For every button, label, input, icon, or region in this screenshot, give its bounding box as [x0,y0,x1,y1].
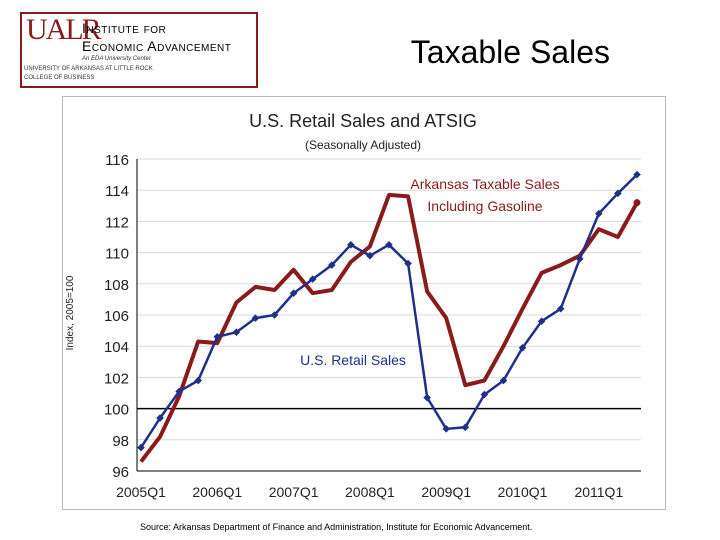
x-tick-label: 2006Q1 [192,484,242,500]
arkansas-end-point [633,199,641,207]
x-tick-label: 2011Q1 [574,484,623,500]
annotation-arkansas-line2: Including Gasoline [427,198,542,214]
annotation-retail: U.S. Retail Sales [300,352,406,368]
university-name: UNIVERSITY OF ARKANSAS AT LITTLE ROCK [24,66,153,72]
y-tick-label: 114 [105,183,129,200]
y-tick-label: 104 [104,339,129,356]
x-tick-label: 2007Q1 [269,484,319,500]
source-note: Source: Arkansas Department of Finance a… [140,522,533,532]
series-lines [139,173,639,463]
retail-point [175,387,183,396]
institute-logo: UALR Institute for Economic Advancement … [20,12,258,88]
retail-point [518,343,527,352]
x-tick-label: 2008Q1 [345,484,395,500]
retail-point [404,259,412,268]
institute-name-line1: Institute for [82,20,167,36]
series-line-arkansas [139,192,639,463]
retail-point [308,275,317,283]
y-tick-label: 110 [105,246,129,263]
y-tick-labels: 96 98 100 102 104 106 108 110 112 114 116 [104,152,129,481]
college-name: COLLEGE OF BUSINESS [24,75,95,81]
gridlines [136,158,641,472]
retail-point [633,170,641,179]
retail-point [385,241,393,249]
retail-point [556,304,565,313]
retail-point [213,333,222,341]
retail-point [461,423,470,432]
y-tick-label: 112 [105,214,129,231]
retail-point [575,255,584,263]
retail-point [366,251,374,260]
y-tick-label: 98 [112,433,129,450]
retail-point [137,443,145,452]
chart-svg: U.S. Retail Sales and ATSIG (Seasonally … [65,111,641,500]
x-tick-labels: 2005Q1 2006Q1 2007Q1 2008Q1 2009Q1 2010Q1 2011… [116,484,623,500]
retail-point [270,311,279,319]
retail-point [347,241,355,249]
y-tick-label: 106 [104,308,129,325]
retail-point [537,317,546,326]
chart-frame: U.S. Retail Sales and ATSIG (Seasonally … [62,96,666,510]
x-tick-label: 2009Q1 [421,484,471,500]
retail-point [499,376,508,385]
retail-point [289,289,298,297]
chart-title: U.S. Retail Sales and ATSIG [249,111,477,131]
retail-point [480,390,489,399]
retail-point [251,314,260,322]
y-tick-label: 100 [104,402,129,419]
retail-point [232,328,241,336]
y-tick-label: 116 [105,152,129,169]
retail-point [595,209,603,218]
retail-point [194,376,203,385]
chart-subtitle: (Seasonally Adjusted) [305,138,421,152]
institute-name-line2: Economic Advancement [82,38,232,54]
ualr-logo-mark: UALR [26,13,102,46]
annotation-arkansas-line1: Arkansas Taxable Sales [410,176,559,192]
y-tick-label: 96 [112,464,129,481]
retail-point [327,261,336,269]
series-line-retail [139,173,638,449]
retail-point [614,189,622,198]
y-axis-label: Index, 2005=100 [65,275,76,350]
retail-point [423,393,431,402]
x-tick-label: 2010Q1 [498,484,548,500]
y-tick-label: 108 [104,277,129,294]
page-title: Taxable Sales [410,34,610,70]
y-tick-label: 102 [104,370,129,387]
retail-point [442,425,451,433]
x-tick-label: 2005Q1 [116,484,166,500]
institute-tagline: An EDA University Center [82,56,151,62]
